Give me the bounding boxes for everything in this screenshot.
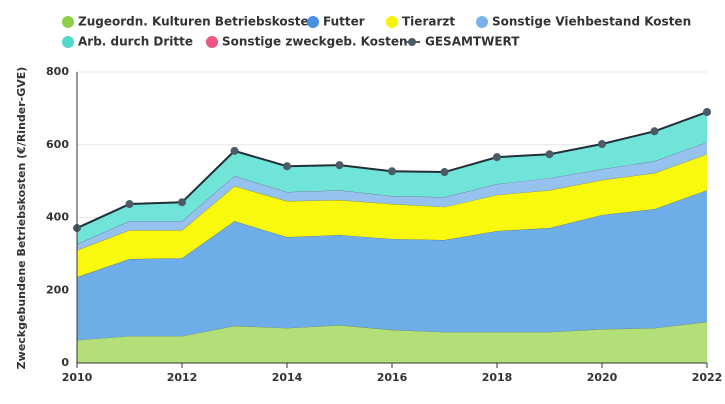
- area: [77, 154, 707, 278]
- x-tick-label: 2010: [62, 371, 93, 384]
- y-tick-label: 800: [46, 65, 69, 78]
- total-point: [493, 153, 501, 162]
- legend-label: Zugeordn. Kulturen Betriebskosten: [78, 15, 317, 29]
- area: [77, 112, 707, 245]
- total-point: [388, 167, 396, 176]
- x-tick-label: 2014: [272, 371, 303, 384]
- legend-label: Arb. durch Dritte: [78, 35, 193, 49]
- y-tick-label: 0: [61, 356, 69, 369]
- x-tick-label: 2012: [167, 371, 198, 384]
- legend-marker: [62, 36, 74, 48]
- legend-marker: [206, 36, 218, 48]
- y-tick-label: 600: [46, 138, 69, 151]
- total-point: [178, 198, 186, 207]
- total-point: [335, 161, 344, 170]
- legend-label: Sonstige zweckgeb. Kosten: [222, 35, 408, 49]
- legend-label: Sonstige Viehbestand Kosten: [492, 15, 691, 29]
- total-point: [125, 200, 134, 209]
- total-point: [283, 162, 291, 171]
- total-point: [440, 168, 449, 177]
- area: [77, 190, 707, 341]
- legend-marker: [476, 16, 488, 28]
- legend-marker: [307, 16, 319, 28]
- x-tick-label: 2020: [587, 371, 618, 384]
- y-axis-label: Zweckgebundene Betriebskosten (€/Rinder-…: [15, 67, 28, 370]
- x-tick-label: 2016: [377, 371, 408, 384]
- x-tick-label: 2022: [692, 371, 723, 384]
- legend-label: Futter: [323, 15, 365, 29]
- total-point: [598, 140, 606, 149]
- y-tick-label: 200: [46, 283, 69, 296]
- x-tick-label: 2018: [482, 371, 513, 384]
- total-point: [703, 108, 711, 117]
- total-point: [230, 146, 239, 155]
- legend-marker: [62, 16, 74, 28]
- total-point: [545, 150, 554, 159]
- legend-label: GESAMTWERT: [425, 35, 520, 49]
- y-tick-label: 400: [46, 211, 69, 224]
- total-point: [650, 127, 659, 136]
- legend-marker: [408, 38, 416, 46]
- legend-label: Tierarzt: [402, 15, 455, 29]
- legend-marker: [386, 16, 398, 28]
